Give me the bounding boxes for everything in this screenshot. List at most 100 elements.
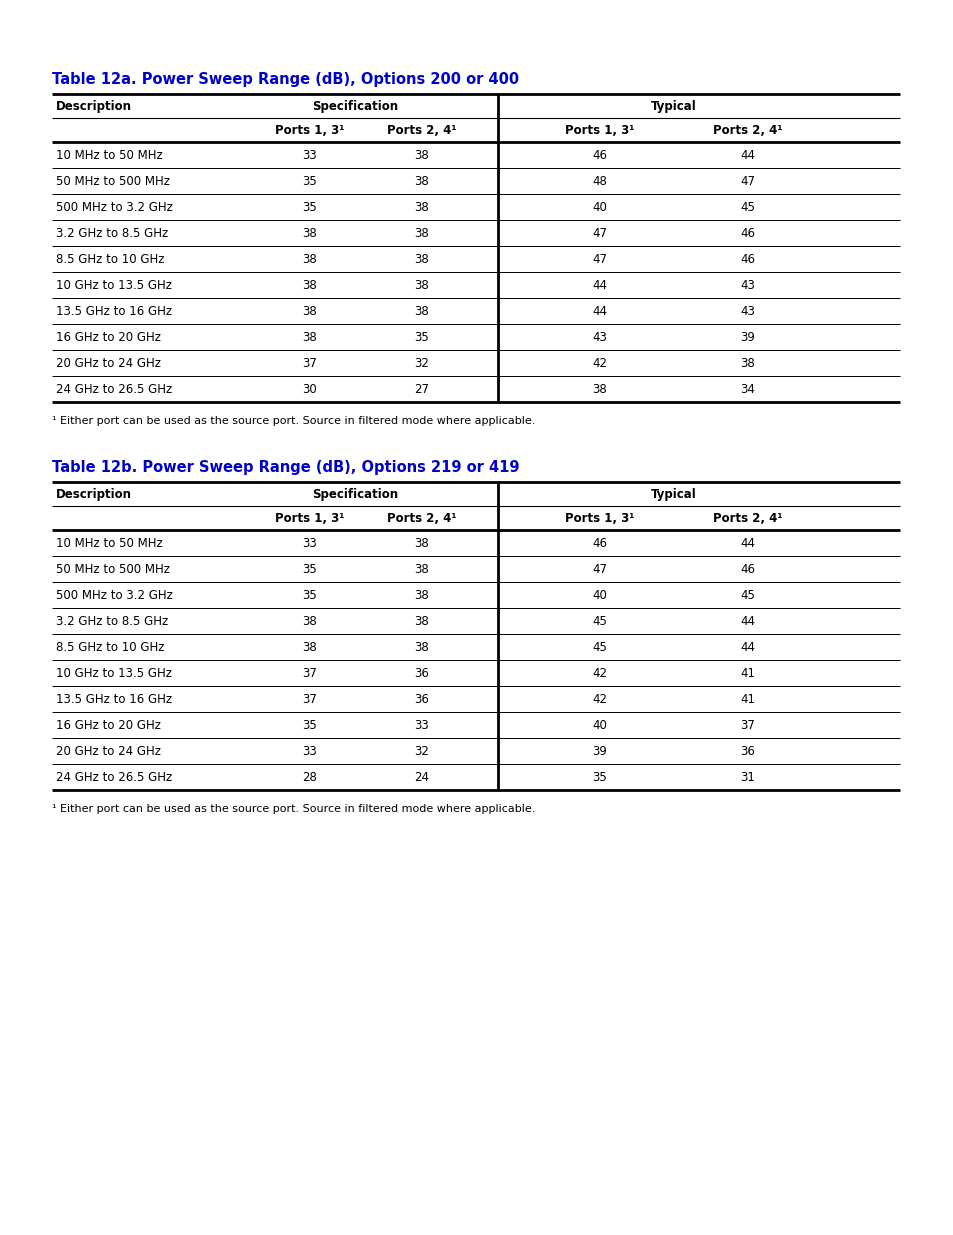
Text: 47: 47 — [592, 226, 607, 240]
Text: 38: 38 — [415, 562, 429, 576]
Text: 42: 42 — [592, 693, 607, 705]
Text: 38: 38 — [302, 331, 317, 343]
Text: 500 MHz to 3.2 GHz: 500 MHz to 3.2 GHz — [56, 589, 172, 601]
Text: 40: 40 — [592, 719, 607, 731]
Text: 33: 33 — [302, 745, 317, 757]
Text: 41: 41 — [740, 667, 755, 679]
Text: Ports 1, 3¹: Ports 1, 3¹ — [275, 124, 344, 137]
Text: Ports 1, 3¹: Ports 1, 3¹ — [275, 511, 344, 525]
Text: 38: 38 — [302, 226, 317, 240]
Text: 45: 45 — [592, 615, 607, 627]
Text: 33: 33 — [302, 148, 317, 162]
Text: 38: 38 — [415, 305, 429, 317]
Text: 13.5 GHz to 16 GHz: 13.5 GHz to 16 GHz — [56, 305, 172, 317]
Text: 48: 48 — [592, 174, 607, 188]
Text: 41: 41 — [740, 693, 755, 705]
Text: 47: 47 — [592, 252, 607, 266]
Text: 38: 38 — [302, 279, 317, 291]
Text: Ports 2, 4¹: Ports 2, 4¹ — [713, 511, 781, 525]
Text: Table 12a. Power Sweep Range (dB), Options 200 or 400: Table 12a. Power Sweep Range (dB), Optio… — [52, 72, 518, 86]
Text: 10 GHz to 13.5 GHz: 10 GHz to 13.5 GHz — [56, 279, 172, 291]
Text: Typical: Typical — [651, 100, 696, 112]
Text: 42: 42 — [592, 357, 607, 369]
Text: 16 GHz to 20 GHz: 16 GHz to 20 GHz — [56, 331, 161, 343]
Text: 32: 32 — [415, 357, 429, 369]
Text: 45: 45 — [740, 589, 755, 601]
Text: 33: 33 — [302, 536, 317, 550]
Text: 35: 35 — [302, 200, 317, 214]
Text: 36: 36 — [415, 693, 429, 705]
Text: 8.5 GHz to 10 GHz: 8.5 GHz to 10 GHz — [56, 641, 164, 653]
Text: 10 GHz to 13.5 GHz: 10 GHz to 13.5 GHz — [56, 667, 172, 679]
Text: 46: 46 — [740, 252, 755, 266]
Text: 36: 36 — [415, 667, 429, 679]
Text: 38: 38 — [302, 641, 317, 653]
Text: Ports 1, 3¹: Ports 1, 3¹ — [565, 511, 634, 525]
Text: 35: 35 — [302, 719, 317, 731]
Text: 44: 44 — [592, 279, 607, 291]
Text: 38: 38 — [415, 615, 429, 627]
Text: Description: Description — [56, 488, 132, 500]
Text: Ports 2, 4¹: Ports 2, 4¹ — [713, 124, 781, 137]
Text: Specification: Specification — [312, 488, 397, 500]
Text: 44: 44 — [592, 305, 607, 317]
Text: 47: 47 — [592, 562, 607, 576]
Text: 40: 40 — [592, 200, 607, 214]
Text: 44: 44 — [740, 641, 755, 653]
Text: 38: 38 — [415, 536, 429, 550]
Text: 3.2 GHz to 8.5 GHz: 3.2 GHz to 8.5 GHz — [56, 226, 168, 240]
Text: Ports 2, 4¹: Ports 2, 4¹ — [387, 511, 456, 525]
Text: 30: 30 — [302, 383, 317, 395]
Text: Table 12b. Power Sweep Range (dB), Options 219 or 419: Table 12b. Power Sweep Range (dB), Optio… — [52, 459, 519, 475]
Text: 500 MHz to 3.2 GHz: 500 MHz to 3.2 GHz — [56, 200, 172, 214]
Text: 35: 35 — [592, 771, 607, 783]
Text: 24 GHz to 26.5 GHz: 24 GHz to 26.5 GHz — [56, 383, 172, 395]
Text: 38: 38 — [415, 148, 429, 162]
Text: ¹ Either port can be used as the source port. Source in filtered mode where appl: ¹ Either port can be used as the source … — [52, 416, 535, 426]
Text: 38: 38 — [415, 226, 429, 240]
Text: 3.2 GHz to 8.5 GHz: 3.2 GHz to 8.5 GHz — [56, 615, 168, 627]
Text: Ports 2, 4¹: Ports 2, 4¹ — [387, 124, 456, 137]
Text: 38: 38 — [415, 589, 429, 601]
Text: 44: 44 — [740, 148, 755, 162]
Text: 47: 47 — [740, 174, 755, 188]
Text: 43: 43 — [592, 331, 607, 343]
Text: 35: 35 — [302, 589, 317, 601]
Text: 24 GHz to 26.5 GHz: 24 GHz to 26.5 GHz — [56, 771, 172, 783]
Text: 35: 35 — [302, 562, 317, 576]
Text: 27: 27 — [414, 383, 429, 395]
Text: 46: 46 — [592, 536, 607, 550]
Text: 35: 35 — [302, 174, 317, 188]
Text: 20 GHz to 24 GHz: 20 GHz to 24 GHz — [56, 357, 161, 369]
Text: 39: 39 — [592, 745, 607, 757]
Text: 38: 38 — [740, 357, 755, 369]
Text: ¹ Either port can be used as the source port. Source in filtered mode where appl: ¹ Either port can be used as the source … — [52, 804, 535, 814]
Text: Typical: Typical — [651, 488, 696, 500]
Text: 44: 44 — [740, 615, 755, 627]
Text: 35: 35 — [415, 331, 429, 343]
Text: Description: Description — [56, 100, 132, 112]
Text: 37: 37 — [302, 667, 317, 679]
Text: 46: 46 — [740, 226, 755, 240]
Text: 37: 37 — [740, 719, 755, 731]
Text: 31: 31 — [740, 771, 755, 783]
Text: 33: 33 — [415, 719, 429, 731]
Text: 38: 38 — [302, 252, 317, 266]
Text: 32: 32 — [415, 745, 429, 757]
Text: 40: 40 — [592, 589, 607, 601]
Text: 38: 38 — [592, 383, 607, 395]
Text: 38: 38 — [415, 174, 429, 188]
Text: 42: 42 — [592, 667, 607, 679]
Text: 16 GHz to 20 GHz: 16 GHz to 20 GHz — [56, 719, 161, 731]
Text: 34: 34 — [740, 383, 755, 395]
Text: 28: 28 — [302, 771, 317, 783]
Text: 37: 37 — [302, 693, 317, 705]
Text: 38: 38 — [415, 641, 429, 653]
Text: 10 MHz to 50 MHz: 10 MHz to 50 MHz — [56, 148, 163, 162]
Text: 8.5 GHz to 10 GHz: 8.5 GHz to 10 GHz — [56, 252, 164, 266]
Text: 43: 43 — [740, 305, 755, 317]
Text: 46: 46 — [740, 562, 755, 576]
Text: 38: 38 — [415, 200, 429, 214]
Text: 45: 45 — [740, 200, 755, 214]
Text: 44: 44 — [740, 536, 755, 550]
